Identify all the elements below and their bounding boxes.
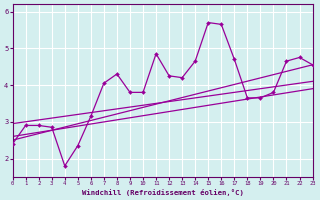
X-axis label: Windchill (Refroidissement éolien,°C): Windchill (Refroidissement éolien,°C)	[82, 189, 244, 196]
